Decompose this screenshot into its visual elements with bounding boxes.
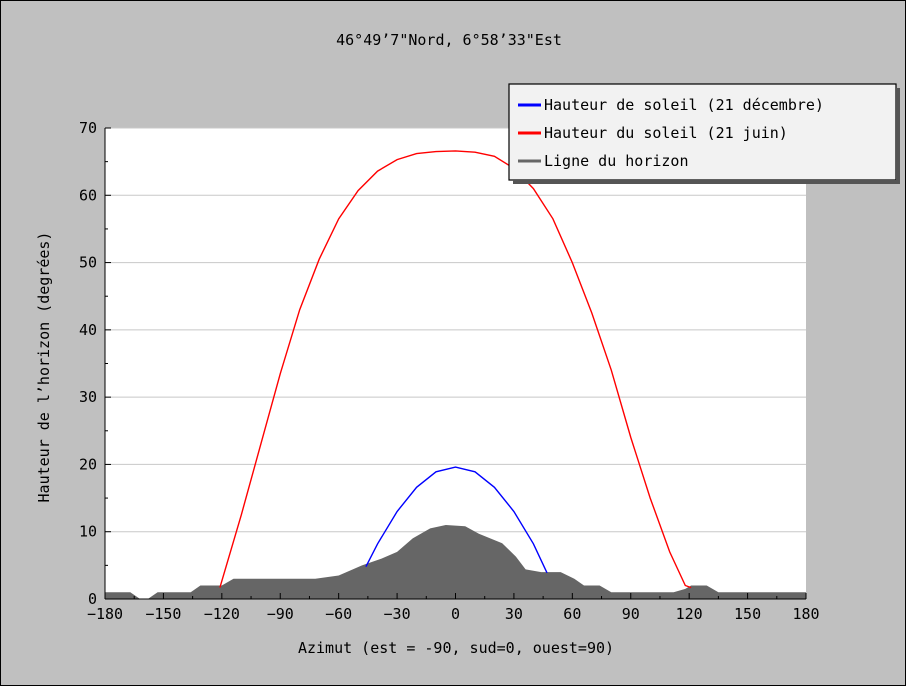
y-tick-label: 40 — [79, 321, 97, 339]
y-tick-label: 10 — [79, 523, 97, 541]
chart-title: 46°49’7"Nord, 6°58’33"Est — [336, 31, 562, 49]
legend-items: Hauteur de soleil (21 décembre) Hauteur d… — [518, 96, 824, 170]
legend-shadow-bottom — [513, 180, 900, 184]
series-line-june — [219, 150, 692, 589]
x-tick-label: −30 — [384, 605, 411, 623]
x-tick-label: 90 — [622, 605, 640, 623]
x-tick-label: 180 — [792, 605, 819, 623]
x-tick-label: 30 — [505, 605, 523, 623]
x-tick-label: −90 — [267, 605, 294, 623]
axes: 0 10 20 30 40 50 60 70 −180 −150 −120 −90 −60 −30 0 30 6… — [79, 119, 820, 623]
legend-label: Ligne du horizon — [544, 152, 689, 170]
x-axis-label: Azimut (est = -90, sud=0, ouest=90) — [298, 639, 614, 657]
x-tick-label: −150 — [145, 605, 181, 623]
y-tick-label: 70 — [79, 119, 97, 137]
x-tick-label: 120 — [676, 605, 703, 623]
legend-shadow-right — [896, 88, 900, 184]
x-tick-label: 60 — [563, 605, 581, 623]
y-tick-label: 60 — [79, 186, 97, 204]
legend: Hauteur de soleil (21 décembre) Hauteur d… — [508, 83, 900, 184]
legend-label: Hauteur du soleil (21 juin) — [544, 124, 788, 142]
y-tick-label: 30 — [79, 388, 97, 406]
x-tick-label: 0 — [451, 605, 460, 623]
series-group — [105, 150, 806, 599]
legend-label: Hauteur de soleil (21 décembre) — [544, 96, 824, 114]
y-tick-label: 0 — [88, 590, 97, 608]
y-tick-label: 20 — [79, 455, 97, 473]
y-axis-label: Hauteur de l’horizon (degrées) — [35, 232, 53, 503]
x-tick-label: −120 — [204, 605, 240, 623]
y-tick-label: 50 — [79, 254, 97, 272]
horizon-area — [105, 525, 806, 599]
legend-box — [508, 83, 897, 181]
x-tick-label: −60 — [325, 605, 352, 623]
x-tick-label: −180 — [87, 605, 123, 623]
x-tick-label: 150 — [734, 605, 761, 623]
series-line-december — [365, 466, 548, 574]
plot-area — [105, 128, 806, 599]
